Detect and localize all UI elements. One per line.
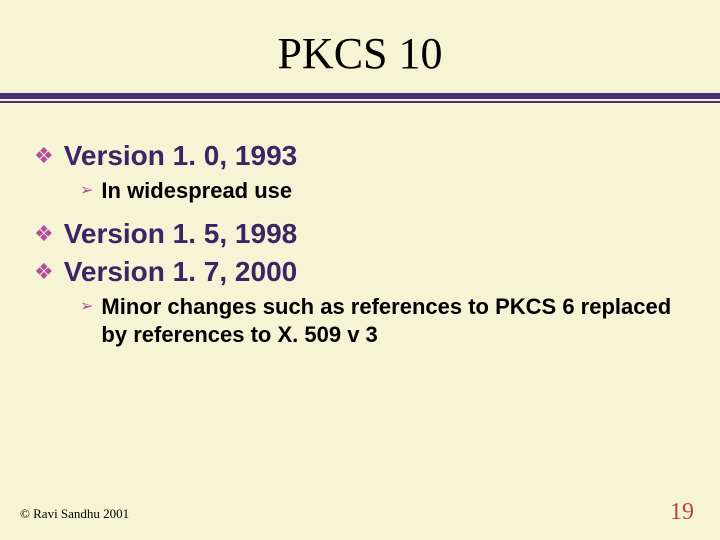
list-subitem-text: In widespread use xyxy=(101,177,292,205)
list-item: ❖ Version 1. 5, 1998 xyxy=(34,217,686,251)
copyright-text: © Ravi Sandhu 2001 xyxy=(20,506,129,522)
list-item-text: Version 1. 0, 1993 xyxy=(64,139,298,173)
list-item-text: Version 1. 7, 2000 xyxy=(64,255,298,289)
diamond-bullet-icon: ❖ xyxy=(34,255,54,289)
list-subitem-text: Minor changes such as references to PKCS… xyxy=(101,293,686,349)
list-subitem: ➢ In widespread use xyxy=(34,177,686,205)
list-item: ❖ Version 1. 7, 2000 xyxy=(34,255,686,289)
slide: PKCS 10 ❖ Version 1. 0, 1993 ➢ In widesp… xyxy=(0,0,720,540)
list-item-text: Version 1. 5, 1998 xyxy=(64,217,298,251)
title-rule-thick xyxy=(0,93,720,99)
content-area: ❖ Version 1. 0, 1993 ➢ In widespread use… xyxy=(0,103,720,349)
list-item: ❖ Version 1. 0, 1993 xyxy=(34,139,686,173)
slide-title: PKCS 10 xyxy=(0,0,720,93)
arrow-bullet-icon: ➢ xyxy=(80,177,93,205)
diamond-bullet-icon: ❖ xyxy=(34,217,54,251)
list-subitem: ➢ Minor changes such as references to PK… xyxy=(34,293,686,349)
diamond-bullet-icon: ❖ xyxy=(34,139,54,173)
page-number: 19 xyxy=(670,499,694,526)
arrow-bullet-icon: ➢ xyxy=(80,293,93,321)
